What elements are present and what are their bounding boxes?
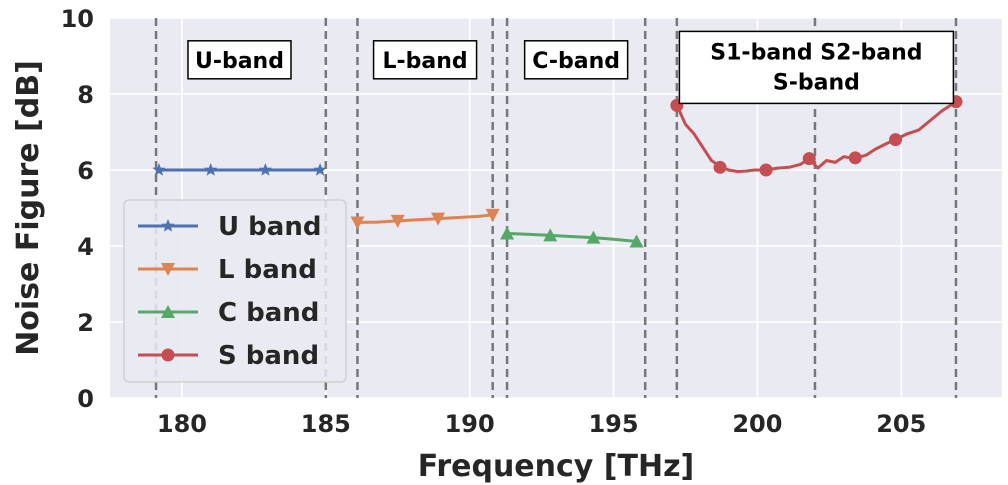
- band-label: C-band: [532, 49, 620, 74]
- data-point-marker: [390, 214, 405, 228]
- series-line: [507, 232, 637, 243]
- band-label: U-band: [195, 49, 284, 74]
- tick-labels: 180 185 190 195 200 205 0 2 4 6 8 10: [61, 5, 927, 438]
- data-point-marker: [258, 163, 272, 176]
- x-tick-label: 195: [588, 410, 638, 438]
- legend-label: L band: [218, 255, 317, 285]
- data-point-marker: [629, 234, 644, 248]
- data-point-marker: [161, 219, 175, 232]
- data-point-marker: [350, 216, 365, 230]
- data-point-marker: [161, 263, 175, 276]
- series-l-band: [350, 208, 500, 230]
- s-band-label-line: S-band: [773, 70, 860, 95]
- series-line: [357, 213, 493, 224]
- data-point-marker: [848, 151, 862, 165]
- data-point-marker: [759, 163, 773, 177]
- band-label-box: [523, 40, 629, 80]
- legend-label: S band: [218, 341, 319, 371]
- data-point-marker: [586, 230, 601, 244]
- y-tick-label: 4: [77, 233, 94, 261]
- band-label: L-band: [382, 49, 467, 74]
- x-tick-label: 205: [876, 410, 926, 438]
- data-point-marker: [431, 212, 446, 226]
- legend-item: L band: [138, 255, 317, 285]
- y-tick-label: 10: [61, 5, 94, 33]
- legend-item: S band: [138, 341, 319, 371]
- x-axis-label: Frequency [THz]: [418, 449, 695, 484]
- data-point-marker: [889, 133, 903, 147]
- y-tick-label: 2: [77, 309, 94, 337]
- data-point-marker: [204, 163, 218, 176]
- data-point-marker: [500, 226, 515, 240]
- data-point-marker: [152, 163, 166, 176]
- band-label-box: [187, 40, 292, 80]
- x-tick-label: 180: [157, 410, 207, 438]
- data-point-marker: [713, 160, 727, 174]
- data-point-marker: [313, 163, 327, 176]
- x-tick-label: 200: [732, 410, 782, 438]
- y-tick-label: 0: [77, 385, 94, 413]
- s-band-label-box: [678, 30, 955, 105]
- data-point-marker: [802, 152, 816, 166]
- s-band-label-line: S1-band S2-band: [710, 40, 922, 65]
- x-tick-label: 185: [301, 410, 351, 438]
- y-tick-label: 6: [77, 157, 94, 185]
- data-point-marker: [161, 305, 175, 318]
- legend: U band L band C band S band: [123, 199, 347, 383]
- legend-item: C band: [138, 298, 319, 328]
- x-tick-label: 190: [445, 410, 495, 438]
- band-label-box: [372, 40, 478, 80]
- series-u-band: [152, 163, 327, 176]
- legend-label: U band: [218, 212, 321, 242]
- legend-box: [123, 199, 347, 383]
- data-point-marker: [161, 348, 175, 362]
- y-tick-label: 8: [77, 81, 94, 109]
- legend-label: C band: [218, 298, 319, 328]
- band-annotations: U-band L-band C-band S1-band S2-band S-band: [187, 30, 955, 105]
- y-axis-label: Noise Figure [dB]: [11, 60, 46, 356]
- data-point-marker: [543, 228, 558, 242]
- series-c-band: [500, 226, 644, 248]
- data-point-marker: [485, 208, 500, 222]
- legend-item: U band: [138, 212, 321, 242]
